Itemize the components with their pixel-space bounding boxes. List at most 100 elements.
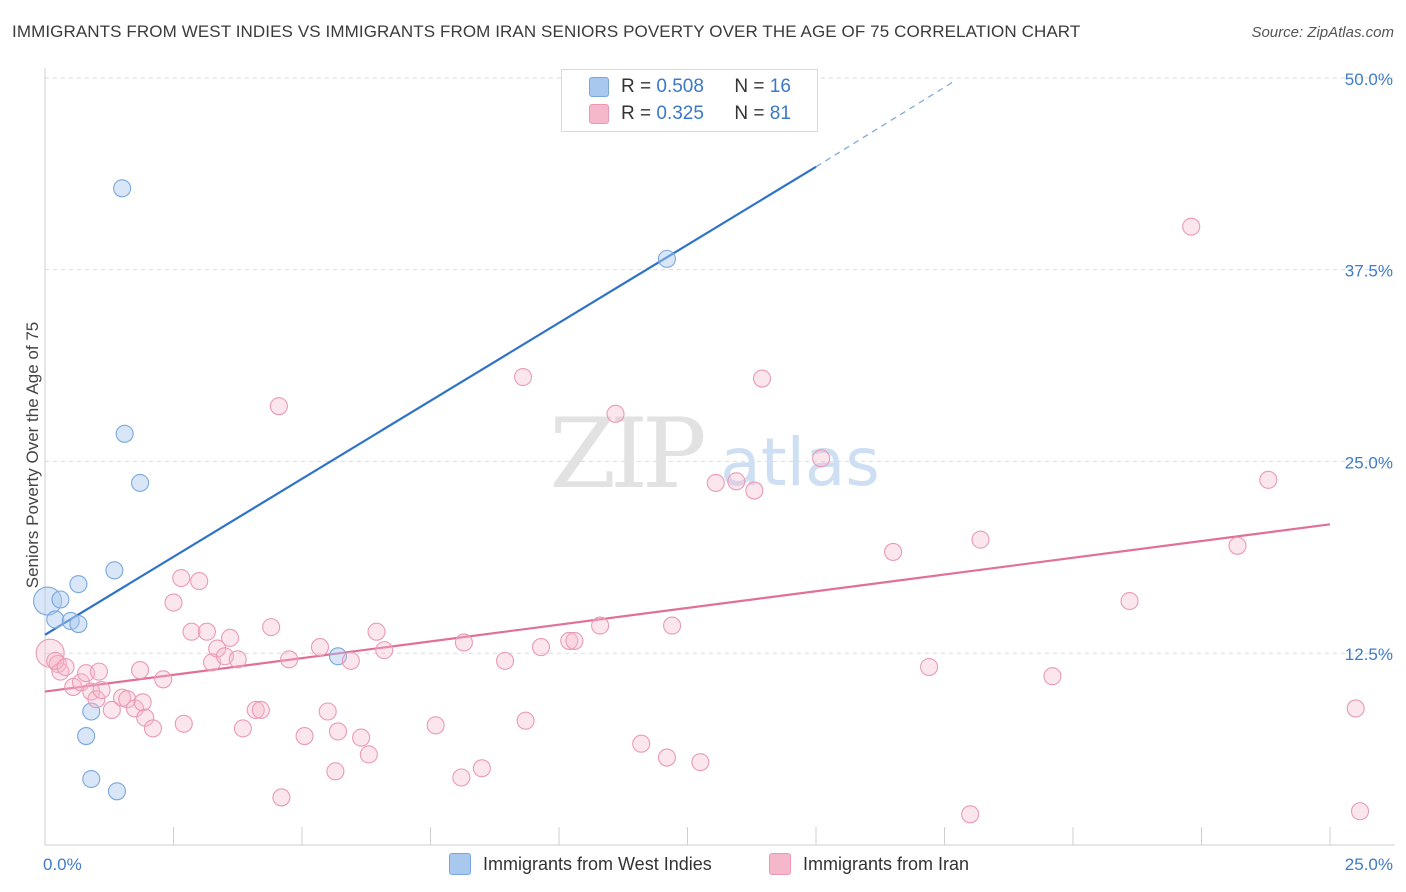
point-iran — [190, 572, 209, 591]
point-west-indies — [107, 782, 127, 801]
trend-line-west-indies — [44, 165, 817, 636]
point-iran — [143, 719, 162, 738]
point-iran — [971, 530, 990, 549]
watermark-zip: ZIP — [549, 398, 704, 510]
point-iran — [591, 616, 610, 635]
data-points — [33, 179, 1370, 824]
series-swatch-iran — [769, 853, 791, 875]
point-iran — [752, 369, 772, 388]
point-iran — [246, 700, 265, 720]
legend-r-value: 0.508 — [656, 76, 704, 97]
chart-title: IMMIGRANTS FROM WEST INDIES VS IMMIGRANT… — [12, 22, 1081, 41]
point-iran — [220, 628, 240, 647]
point-iran — [745, 481, 764, 500]
point-west-indies — [46, 610, 65, 629]
y-tick-label: 12.5% — [1345, 645, 1393, 664]
point-iran — [920, 657, 939, 677]
trend-lines — [44, 80, 1331, 693]
point-iran — [706, 473, 725, 492]
point-iran — [328, 722, 348, 741]
legend-swatch-iran — [589, 104, 609, 124]
point-iran — [280, 650, 299, 669]
point-iran — [352, 728, 371, 747]
series-legend-iran: Immigrants from Iran — [769, 852, 969, 876]
point-iran — [359, 745, 378, 764]
point-iran — [208, 639, 227, 658]
point-iran — [197, 622, 216, 641]
point-iran — [531, 638, 551, 657]
point-iran — [565, 631, 584, 650]
y-tick-label: 25.0% — [1345, 453, 1393, 472]
point-iran — [318, 702, 337, 721]
point-west-indies — [69, 615, 88, 634]
point-iran — [118, 690, 137, 709]
point-iran — [1043, 667, 1062, 686]
point-iran — [560, 631, 579, 650]
point-iran — [727, 472, 746, 491]
point-iran — [174, 714, 193, 733]
point-iran — [87, 690, 106, 709]
legend-swatch-west-indies — [589, 77, 609, 97]
y-tick-label: 50.0% — [1345, 70, 1393, 89]
point-iran — [1350, 802, 1370, 821]
point-iran — [691, 753, 710, 772]
point-iran — [182, 622, 201, 641]
watermark-atlas: atlas — [720, 424, 880, 501]
point-iran — [154, 670, 173, 689]
point-iran — [164, 593, 183, 612]
grid-lines — [45, 77, 1395, 654]
point-iran — [295, 727, 314, 746]
point-iran — [1120, 591, 1139, 611]
point-iran — [454, 633, 473, 652]
y-tick-label: 37.5% — [1345, 262, 1393, 281]
legend-row-west-indies: R = 0.508 N = 16 — [562, 73, 791, 101]
point-iran — [102, 700, 121, 720]
point-west-indies — [113, 179, 132, 198]
point-iran — [657, 748, 676, 767]
point-iran — [172, 568, 191, 588]
point-iran — [269, 397, 288, 416]
legend-n-value: 16 — [769, 76, 791, 97]
point-iran — [133, 693, 152, 712]
point-west-indies — [51, 590, 70, 609]
series-label-iran: Immigrants from Iran — [803, 853, 970, 874]
point-iran — [812, 449, 831, 468]
point-west-indies — [77, 727, 96, 746]
point-iran — [961, 805, 980, 824]
x-tick-label: 0.0% — [43, 855, 82, 874]
legend-n-value: 81 — [769, 103, 791, 124]
point-iran — [663, 616, 682, 635]
legend-n-label: N = — [734, 103, 765, 124]
point-iran — [310, 638, 330, 657]
point-iran — [56, 657, 75, 677]
legend-n-label: N = — [734, 76, 765, 97]
point-iran — [1182, 217, 1201, 236]
point-iran — [375, 641, 394, 660]
trend-line-iran — [44, 523, 1331, 693]
point-iran — [272, 788, 291, 807]
point-west-indies — [657, 249, 676, 268]
point-iran — [341, 651, 360, 670]
point-iran — [1346, 699, 1365, 718]
point-iran — [251, 700, 270, 720]
point-iran — [233, 719, 252, 738]
point-west-indies — [82, 769, 101, 789]
point-iran — [884, 542, 903, 561]
point-iran — [513, 367, 533, 387]
point-iran — [606, 404, 625, 423]
point-iran — [495, 651, 515, 670]
series-legend-west-indies: Immigrants from West Indies — [449, 852, 712, 876]
point-iran — [1259, 470, 1278, 489]
point-iran — [326, 762, 345, 781]
axes — [44, 68, 1395, 846]
point-iran — [71, 673, 91, 692]
x-tick-label: 25.0% — [1345, 855, 1393, 874]
point-iran — [92, 680, 111, 700]
y-axis-label: Seniors Poverty Over the Age of 75 — [23, 322, 42, 588]
legend-r-label: R = — [621, 76, 652, 97]
point-iran — [131, 661, 150, 680]
trend-extension-west-indies — [815, 80, 956, 168]
watermark: ZIP atlas — [549, 398, 879, 510]
series-label-west-indies: Immigrants from West Indies — [483, 853, 712, 874]
